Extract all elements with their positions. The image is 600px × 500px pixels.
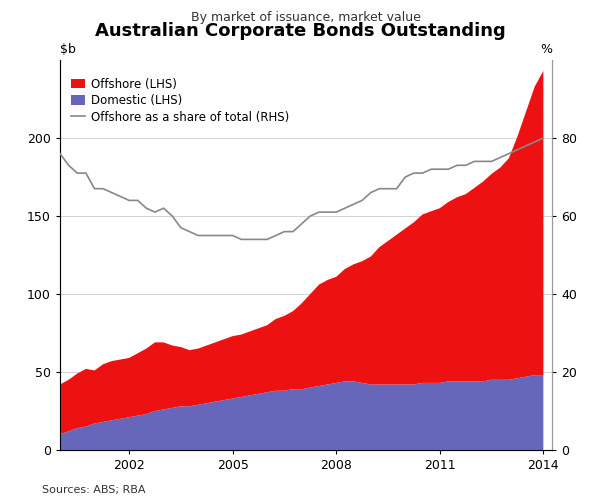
Title: By market of issuance, market value: By market of issuance, market value <box>191 11 421 24</box>
Text: Australian Corporate Bonds Outstanding: Australian Corporate Bonds Outstanding <box>95 22 505 40</box>
Text: Sources: ABS; RBA: Sources: ABS; RBA <box>42 485 146 495</box>
Text: %: % <box>540 43 552 56</box>
Text: $b: $b <box>60 43 76 56</box>
Legend: Offshore (LHS), Domestic (LHS), Offshore as a share of total (RHS): Offshore (LHS), Domestic (LHS), Offshore… <box>71 78 289 124</box>
